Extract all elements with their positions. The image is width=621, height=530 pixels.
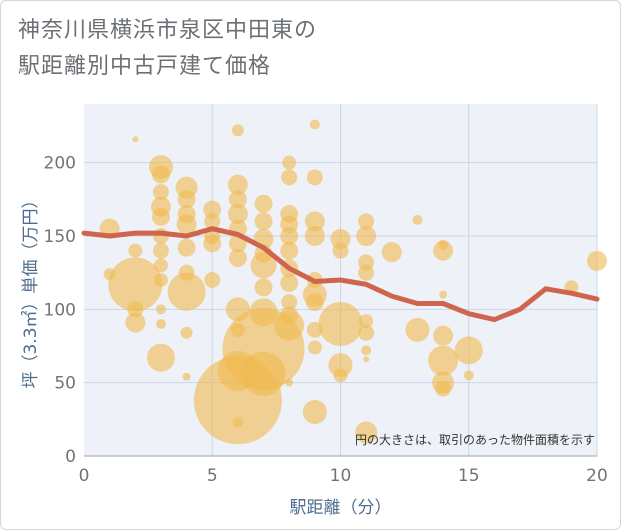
data-bubble xyxy=(328,353,353,378)
data-bubble xyxy=(177,190,196,209)
data-bubble xyxy=(332,242,349,259)
data-bubble xyxy=(358,324,375,341)
data-bubble xyxy=(306,169,323,186)
data-bubble xyxy=(152,184,169,200)
size-note: 円の大きさは、取引のあった物件面積を示す xyxy=(355,432,595,447)
data-bubble xyxy=(151,207,170,226)
x-axis-label: 駅距離（分） xyxy=(290,498,392,518)
data-bubble xyxy=(285,378,294,387)
data-bubble xyxy=(176,214,197,235)
data-bubble xyxy=(305,293,324,311)
chart-title: 神奈川県横浜市泉区中田東の 駅距離別中古戸建て価格 xyxy=(18,13,317,85)
data-bubble xyxy=(463,370,474,381)
data-bubble xyxy=(146,343,175,372)
data-bubble xyxy=(128,243,143,258)
data-bubble xyxy=(108,257,163,312)
y-tick-label: 50 xyxy=(54,374,76,394)
data-bubble xyxy=(307,340,322,355)
y-axis-label: 坪（3.3㎡）単価（万円） xyxy=(21,191,41,388)
y-tick-label: 200 xyxy=(44,154,76,174)
data-bubble xyxy=(309,119,320,130)
data-bubble xyxy=(228,249,247,267)
y-axis-ticks: 0 50 100 150 200 xyxy=(44,154,76,467)
data-bubble xyxy=(281,294,298,310)
data-bubble xyxy=(587,250,607,271)
data-bubble xyxy=(155,304,166,315)
x-tick-label: 10 xyxy=(330,466,352,486)
data-bubble xyxy=(330,228,351,249)
chart-title-line-1: 神奈川県横浜市泉区中田東の xyxy=(18,18,318,43)
data-bubble xyxy=(204,272,221,288)
data-bubble xyxy=(254,278,273,297)
x-tick-label: 0 xyxy=(79,466,90,486)
data-bubble xyxy=(405,317,430,342)
data-bubble xyxy=(227,204,248,224)
data-bubble xyxy=(359,314,374,329)
bubble-series xyxy=(99,119,607,445)
data-bubble xyxy=(151,165,170,184)
x-axis-ticks: 0 5 10 15 20 xyxy=(79,466,608,486)
data-bubble xyxy=(254,194,273,213)
data-bubble xyxy=(356,226,377,246)
data-bubble xyxy=(302,400,327,424)
data-bubble xyxy=(355,421,378,444)
x-tick-label: 20 xyxy=(586,466,608,486)
data-bubble xyxy=(412,214,423,225)
data-bubble xyxy=(125,312,146,333)
data-bubble xyxy=(358,264,375,281)
data-bubble xyxy=(250,252,277,279)
x-tick-label: 15 xyxy=(458,466,480,486)
data-bubble xyxy=(155,319,166,329)
data-bubble xyxy=(454,336,483,365)
data-bubble xyxy=(363,356,370,363)
data-bubble xyxy=(180,326,193,339)
data-bubble xyxy=(281,169,298,186)
data-bubble xyxy=(433,325,454,346)
data-bubble xyxy=(280,273,299,292)
data-bubble xyxy=(428,345,459,376)
data-bubble xyxy=(241,351,286,396)
y-tick-label: 150 xyxy=(44,227,76,247)
data-bubble xyxy=(153,258,168,273)
data-bubble xyxy=(282,155,297,170)
data-bubble xyxy=(433,240,454,261)
data-bubble xyxy=(153,273,168,287)
data-bubble xyxy=(333,368,348,383)
data-bubble xyxy=(182,372,191,381)
y-tick-label: 0 xyxy=(65,447,76,467)
data-bubble xyxy=(204,213,221,230)
data-bubble xyxy=(152,242,169,259)
data-bubble xyxy=(435,380,452,397)
data-bubble xyxy=(254,212,273,231)
data-bubble xyxy=(227,174,248,195)
data-bubble xyxy=(304,226,325,246)
data-bubble xyxy=(177,238,196,257)
data-bubble xyxy=(318,302,363,346)
x-tick-label: 5 xyxy=(207,466,218,486)
data-bubble xyxy=(203,234,222,253)
data-bubble xyxy=(132,136,139,143)
data-bubble xyxy=(167,272,206,311)
data-bubble xyxy=(274,310,305,341)
data-bubble xyxy=(280,227,299,245)
data-bubble xyxy=(232,417,243,428)
data-bubble xyxy=(280,241,299,260)
chart-title-line-2: 駅距離別中古戸建て価格 xyxy=(18,54,272,79)
data-bubble xyxy=(381,242,402,263)
data-bubble xyxy=(203,200,222,219)
y-tick-label: 100 xyxy=(44,300,76,320)
data-bubble xyxy=(304,211,325,232)
data-bubble xyxy=(228,190,247,209)
data-bubble xyxy=(127,301,144,318)
data-bubble xyxy=(231,124,244,137)
data-bubble xyxy=(361,345,372,356)
data-bubble xyxy=(358,213,375,230)
data-bubble xyxy=(439,290,448,299)
trend-line xyxy=(81,226,600,323)
